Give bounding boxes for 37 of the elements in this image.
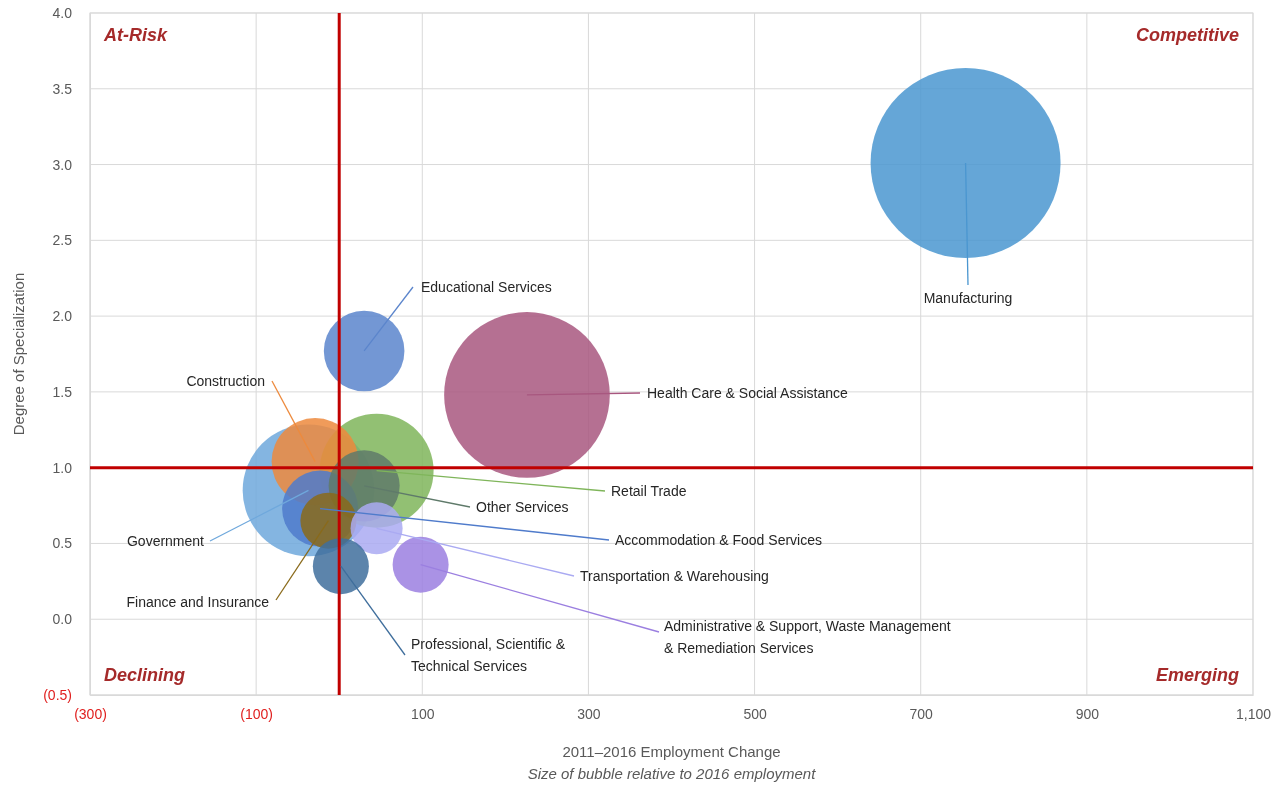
text: Educational Services <box>421 279 552 295</box>
text: Health Care & Social Assistance <box>647 385 848 401</box>
x-tick-label: 700 <box>909 705 934 722</box>
x-tick-label: 1,100 <box>1235 705 1271 722</box>
x-tick-label: 100 <box>411 705 435 722</box>
text: Professional, Scientific & Technical Services <box>411 636 566 674</box>
x-tick-label: (100) <box>240 705 273 722</box>
x-tick-label: 900 <box>1075 705 1100 722</box>
x-tick-label: 300 <box>577 705 601 722</box>
text: Administrative & Support, Waste Management & Remediation Services <box>664 618 951 656</box>
annotation: Competitive <box>1135 25 1239 45</box>
y-tick-label: 4.0 <box>52 4 73 21</box>
y-axis-title: Degree of Specialization <box>10 272 27 436</box>
text: Accommodation & Food Services <box>615 532 822 548</box>
y-tick-label: 0.5 <box>52 535 73 552</box>
annotation: Declining <box>104 665 186 685</box>
text: Finance and Insurance <box>126 594 270 610</box>
annotation: Emerging <box>1155 665 1239 685</box>
y-tick-label: 0.0 <box>52 611 73 628</box>
x-tick-label: 500 <box>743 705 767 722</box>
text: Retail Trade <box>611 483 687 499</box>
x-axis-title: 2011–2016 Employment Change <box>562 743 781 760</box>
y-tick-label: 2.5 <box>52 232 73 249</box>
y-tick-label: 3.5 <box>52 80 73 97</box>
text: Transportation & Warehousing <box>580 568 769 584</box>
text: Government <box>126 533 205 549</box>
text: Manufacturing <box>923 290 1013 306</box>
text: Size of bubble relative to 2016 employment <box>527 765 817 782</box>
y-tick-label: 1.0 <box>52 459 73 476</box>
y-tick-label: 2.0 <box>52 308 73 325</box>
annotation: At-Risk <box>103 25 168 45</box>
y-tick-label: 1.5 <box>52 383 73 400</box>
text: Construction <box>186 373 265 389</box>
text: Other Services <box>476 499 569 515</box>
y-tick-label: (0.5) <box>43 686 72 703</box>
y-tick-label: 3.0 <box>52 156 73 173</box>
x-tick-label: (300) <box>74 705 107 722</box>
